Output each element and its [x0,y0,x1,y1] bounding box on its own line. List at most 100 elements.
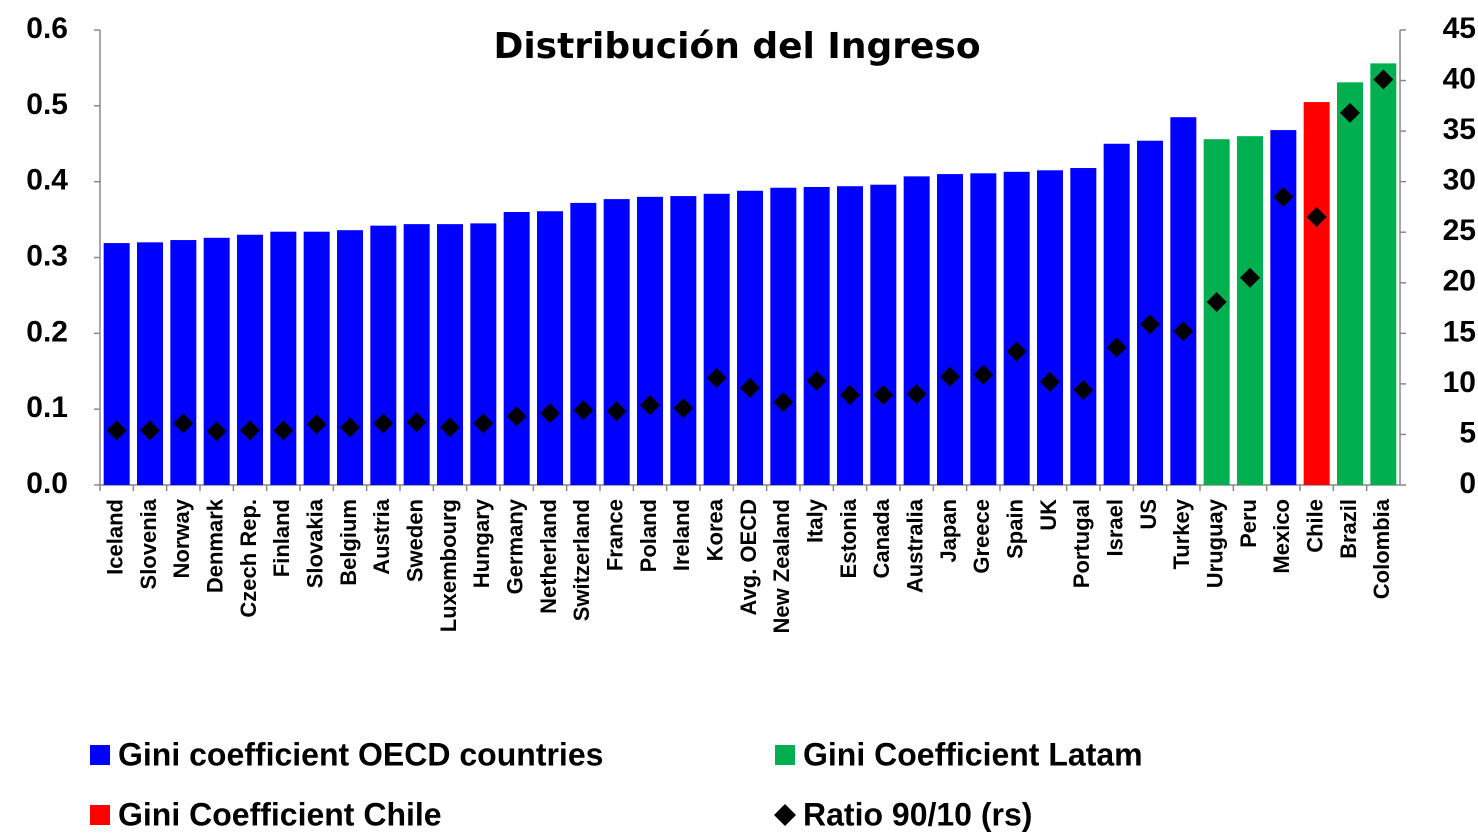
bar [1037,170,1063,485]
diamond-marker [873,385,894,406]
bar [837,186,863,485]
bar [970,173,997,485]
bar [1103,143,1130,485]
x-tick-label: Uruguay [1202,498,1227,588]
bar [503,212,530,485]
bar [337,230,363,485]
diamond-marker [540,403,560,424]
x-tick-label: Switzerland [569,499,594,621]
bar [170,240,197,485]
bar [1337,82,1363,485]
bar [770,187,797,485]
x-tick-label: Estonia [836,498,861,578]
diamond-marker [1173,321,1194,342]
diamond-marker [940,366,960,387]
diamond-marker [273,420,294,441]
diamond-marker [1240,267,1260,288]
diamond-marker [1140,314,1160,335]
bar [137,242,163,485]
diamond-marker [740,377,760,398]
legend-swatch [90,805,110,825]
diamond-marker [1040,371,1060,392]
legend-swatch [90,745,110,765]
y-tick-label: 0.4 [26,164,68,197]
bar [237,234,263,485]
diamond-marker [706,367,727,388]
diamond-marker [506,406,527,427]
x-tick-label: UK [1036,499,1061,531]
diamond-marker [1273,186,1294,207]
diamond-marker [606,401,627,422]
diamond-marker [1073,379,1094,400]
x-tick-label: Brazil [1336,499,1361,559]
legend-swatch [775,745,795,765]
diamond-marker [440,417,460,438]
x-tick-label: Luxembourg [436,499,461,632]
diamond-marker [106,420,127,441]
diamond-marker [840,385,860,406]
x-tick-label: Chile [1302,499,1327,553]
diamond-marker [1206,291,1227,312]
x-tick-label: Belgium [336,499,361,586]
x-tick-label: Israel [1102,499,1127,557]
diamond-marker [1373,69,1394,90]
chart-title: Distribución del Ingreso [493,26,980,67]
bar [870,184,897,485]
x-tick-label: Japan [936,499,961,563]
diamond-marker [240,420,260,441]
bar [670,196,697,485]
bar [537,211,563,485]
bar [737,190,763,485]
legend-label: Gini Coefficient Chile [118,796,442,832]
bar [1003,171,1030,485]
bar [1170,117,1197,485]
x-tick-label: Avg. OECD [736,499,761,616]
bar [1070,168,1097,485]
diamond-marker [306,414,327,435]
y2-tick-label: 45 [1443,12,1476,45]
diamond-marker [1106,337,1127,358]
diamond-marker [140,420,160,441]
x-tick-label: Colombia [1369,498,1394,599]
y-tick-label: 0.6 [26,12,68,45]
bar [803,186,830,485]
x-tick-label: Korea [702,498,727,561]
diamond-marker [173,413,194,434]
x-tick-label: Norway [169,498,194,578]
x-tick-label: US [1136,499,1161,530]
x-tick-label: Mexico [1269,499,1294,574]
bar [437,224,463,485]
diamond-marker [773,392,794,413]
x-tick-label: Peru [1236,499,1261,548]
bar [637,196,663,486]
diamond-marker [1340,102,1360,123]
y2-tick-label: 30 [1443,164,1476,197]
diamond-marker [206,421,227,442]
y-tick-label: 0.1 [26,391,68,424]
x-tick-label: Poland [636,499,661,572]
bar [937,174,963,486]
legend-swatch [774,804,796,826]
y2-tick-label: 15 [1443,315,1476,348]
legend-label: Ratio 90/10 (rs) [803,796,1032,832]
x-tick-label: Denmark [202,498,227,593]
y2-tick-label: 25 [1443,214,1476,247]
bar [370,225,397,485]
bar [1203,139,1230,485]
legend-label: Gini Coefficient Latam [803,736,1143,772]
diamond-marker [1306,207,1327,228]
bar [1370,63,1397,485]
diamond-marker [1006,341,1027,362]
y2-tick-label: 10 [1443,366,1476,399]
x-tick-label: Germany [502,498,527,594]
x-tick-label: Finland [269,499,294,577]
bar [203,237,230,485]
diamond-marker [806,370,827,391]
bar [1237,136,1263,485]
bar [303,231,330,485]
diamond-marker [406,412,427,433]
diamond-marker [906,384,927,404]
x-tick-label: Canada [869,498,894,578]
x-tick-label: New Zealand [769,499,794,633]
bar [1270,130,1297,485]
